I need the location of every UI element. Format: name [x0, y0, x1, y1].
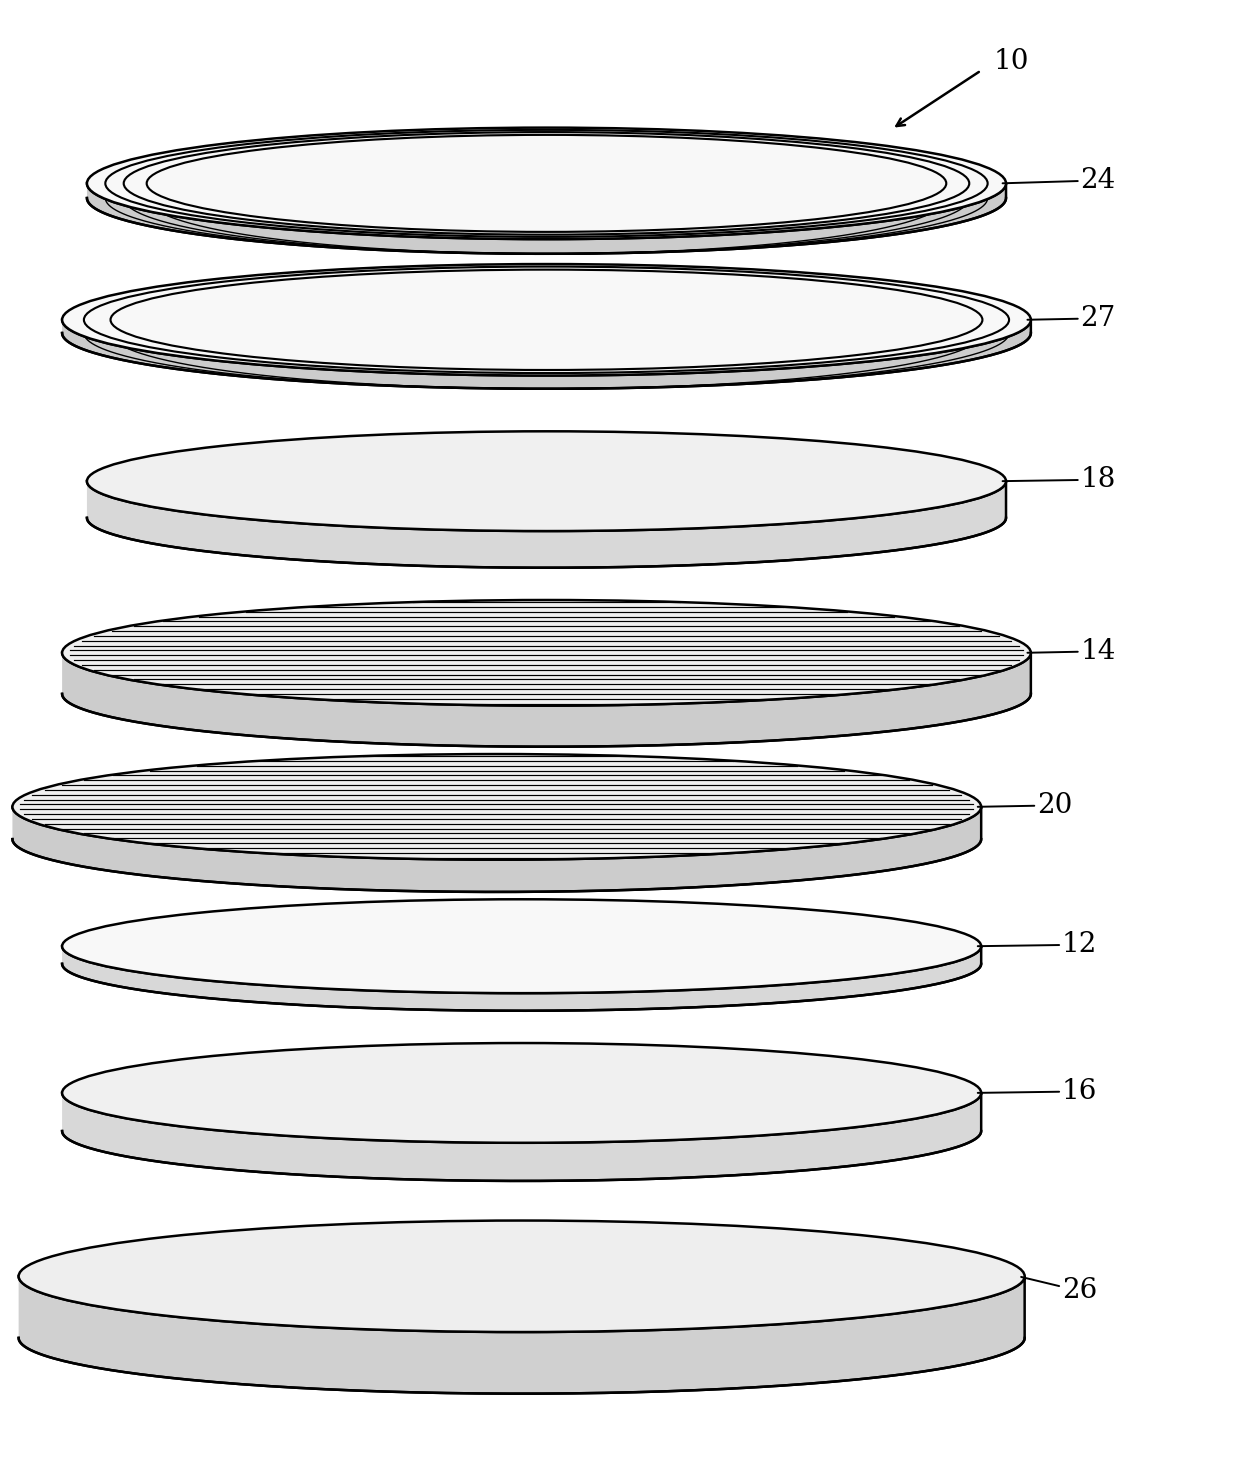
- Ellipse shape: [12, 754, 981, 860]
- Polygon shape: [62, 320, 1031, 389]
- Polygon shape: [19, 1276, 1025, 1394]
- Text: 27: 27: [1027, 305, 1115, 332]
- Ellipse shape: [62, 600, 1031, 706]
- Polygon shape: [87, 481, 1006, 568]
- Text: 20: 20: [977, 792, 1072, 819]
- Ellipse shape: [62, 1043, 981, 1143]
- Polygon shape: [62, 1093, 981, 1181]
- Ellipse shape: [87, 431, 1006, 531]
- Text: 24: 24: [1002, 167, 1115, 194]
- Ellipse shape: [62, 264, 1031, 376]
- Text: 12: 12: [977, 932, 1097, 958]
- Polygon shape: [12, 807, 981, 892]
- Polygon shape: [62, 653, 1031, 747]
- Text: 18: 18: [1002, 467, 1115, 493]
- Text: 10: 10: [994, 48, 1030, 75]
- Ellipse shape: [19, 1221, 1025, 1332]
- Text: 16: 16: [977, 1078, 1097, 1105]
- Text: 14: 14: [1027, 638, 1115, 665]
- Text: 26: 26: [1021, 1276, 1097, 1304]
- Ellipse shape: [87, 128, 1006, 239]
- Polygon shape: [87, 183, 1006, 254]
- Polygon shape: [62, 946, 981, 1011]
- Ellipse shape: [62, 899, 981, 993]
